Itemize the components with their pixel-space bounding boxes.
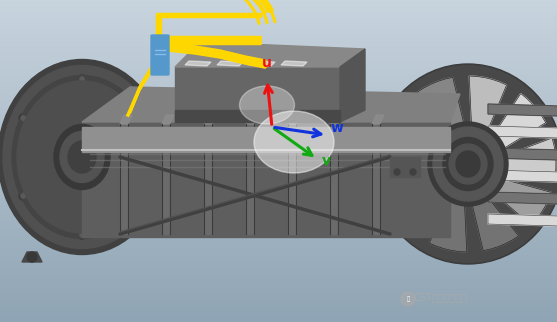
Polygon shape (162, 115, 174, 124)
Ellipse shape (254, 111, 334, 173)
Ellipse shape (373, 64, 557, 264)
Ellipse shape (12, 75, 152, 239)
Polygon shape (472, 197, 519, 251)
FancyBboxPatch shape (151, 35, 169, 75)
Polygon shape (488, 214, 557, 226)
Polygon shape (120, 115, 132, 124)
Polygon shape (469, 76, 507, 131)
Polygon shape (488, 192, 557, 204)
Ellipse shape (443, 137, 493, 191)
Polygon shape (390, 179, 443, 234)
Polygon shape (175, 110, 340, 122)
Polygon shape (330, 124, 338, 234)
Circle shape (410, 169, 416, 175)
Text: CST仿真专家之路: CST仿真专家之路 (413, 292, 467, 302)
Circle shape (394, 169, 400, 175)
Ellipse shape (0, 60, 166, 254)
Ellipse shape (3, 65, 161, 249)
Polygon shape (488, 104, 557, 116)
Polygon shape (204, 115, 216, 124)
Polygon shape (417, 77, 465, 131)
Polygon shape (493, 94, 546, 149)
Text: u: u (262, 56, 272, 70)
Polygon shape (204, 124, 212, 234)
Ellipse shape (456, 151, 480, 177)
Polygon shape (385, 103, 443, 149)
Ellipse shape (68, 141, 96, 173)
Polygon shape (390, 157, 420, 177)
Circle shape (27, 252, 37, 262)
Polygon shape (162, 124, 170, 234)
Ellipse shape (374, 65, 557, 263)
Circle shape (401, 292, 415, 306)
Polygon shape (175, 67, 340, 122)
Polygon shape (249, 61, 275, 66)
Polygon shape (488, 126, 557, 138)
Polygon shape (429, 197, 467, 252)
Ellipse shape (449, 144, 487, 184)
Polygon shape (340, 49, 365, 122)
Polygon shape (488, 170, 557, 182)
Ellipse shape (433, 127, 503, 201)
Polygon shape (288, 124, 296, 234)
Text: 微: 微 (407, 296, 409, 302)
Polygon shape (175, 42, 365, 67)
Polygon shape (217, 61, 243, 66)
Polygon shape (246, 124, 254, 234)
Ellipse shape (240, 86, 295, 124)
Ellipse shape (17, 81, 147, 233)
Polygon shape (372, 115, 384, 124)
Text: w: w (331, 121, 344, 135)
Ellipse shape (60, 131, 104, 183)
Polygon shape (185, 61, 211, 66)
Polygon shape (281, 61, 307, 66)
Polygon shape (488, 148, 557, 160)
Polygon shape (246, 115, 258, 124)
Polygon shape (330, 115, 342, 124)
Polygon shape (288, 115, 300, 124)
Polygon shape (82, 127, 450, 152)
Ellipse shape (54, 125, 110, 190)
Polygon shape (82, 122, 450, 237)
Polygon shape (372, 124, 380, 234)
Polygon shape (505, 138, 556, 176)
Polygon shape (120, 124, 128, 234)
Ellipse shape (428, 122, 508, 206)
Polygon shape (82, 87, 460, 122)
Polygon shape (493, 179, 551, 225)
Polygon shape (380, 152, 431, 190)
Text: v: v (322, 154, 331, 168)
Polygon shape (22, 252, 42, 262)
